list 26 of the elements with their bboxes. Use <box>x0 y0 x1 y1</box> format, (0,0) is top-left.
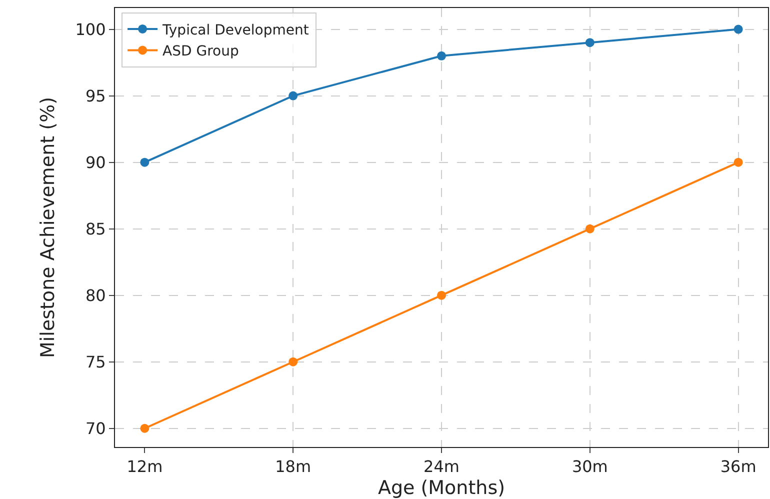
y-tick-label: 80 <box>85 286 106 305</box>
x-tick-label: 18m <box>275 457 312 476</box>
x-tick-label: 36m <box>720 457 756 476</box>
y-tick-label: 70 <box>85 418 106 438</box>
y-tick-label: 75 <box>85 352 106 372</box>
y-tick-label: 95 <box>85 86 106 106</box>
point <box>734 158 743 167</box>
point <box>437 51 446 60</box>
x-tick-label: 12m <box>126 457 163 476</box>
point <box>734 24 743 34</box>
point <box>437 290 446 300</box>
y-tick-label: 100 <box>75 20 106 39</box>
x-axis-title: Age (Months) <box>378 477 506 499</box>
point <box>140 424 150 433</box>
point <box>140 158 150 167</box>
y-axis-title: Milestone Achievement (%) <box>37 96 60 358</box>
point <box>288 91 298 100</box>
legend-label: ASD Group <box>162 44 239 60</box>
y-tick-label: 90 <box>85 152 106 172</box>
x-tick-label: 30m <box>572 457 608 476</box>
point <box>585 38 594 48</box>
x-tick-label: 24m <box>424 457 460 476</box>
legend-label: Typical Development <box>162 22 310 38</box>
point <box>585 224 594 234</box>
y-tick-label: 85 <box>85 219 106 238</box>
point <box>288 357 298 366</box>
